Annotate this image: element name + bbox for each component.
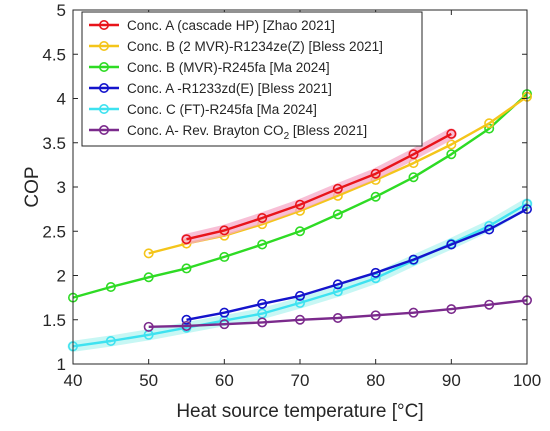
series-4-point [219, 307, 230, 318]
x-tick-label: 50 [139, 371, 158, 390]
series-4-point [370, 267, 381, 278]
series-6-point [370, 310, 381, 321]
y-tick-label: 4.5 [42, 45, 66, 64]
series-1-line [186, 132, 452, 241]
series-2-point [446, 139, 457, 150]
series-3-point [143, 272, 154, 283]
legend-item-3: Conc. B (MVR)-R245fa [Ma 2024] [89, 60, 330, 75]
y-tick-label: 1 [57, 355, 66, 374]
series-6-point [484, 299, 495, 310]
series-4 [181, 204, 532, 325]
legend-item-4: Conc. A -R1233zd(E) [Bless 2021] [89, 81, 332, 96]
y-tick-label: 3 [57, 178, 66, 197]
series-3-point [294, 226, 305, 237]
series-5-point [294, 297, 305, 308]
series-4-point [181, 314, 192, 325]
legend-marker [99, 40, 110, 51]
series-1-point [446, 128, 457, 139]
series-1-point [219, 225, 230, 236]
series-6-point [446, 304, 457, 315]
series-3-line [72, 93, 528, 299]
series-6-point [219, 319, 230, 330]
series-3-point [181, 263, 192, 274]
legend-marker [99, 83, 110, 94]
series-5-point [332, 286, 343, 297]
series-4-point [484, 224, 495, 235]
legend-item-6: Conc. A- Rev. Brayton CO2 [Bless 2021] [89, 123, 367, 142]
y-tick-label: 2.5 [42, 222, 66, 241]
series-1-point [294, 199, 305, 210]
series-4-point [408, 254, 419, 265]
legend-marker [99, 61, 110, 72]
series-3-point [370, 191, 381, 202]
legend-label: Conc. C (FT)-R245fa [Ma 2024] [127, 102, 317, 117]
series-1-point [370, 168, 381, 179]
series-1-point [332, 183, 343, 194]
series-3-point [219, 251, 230, 262]
series-6 [143, 295, 532, 332]
legend-label: Conc. A -R1233zd(E) [Bless 2021] [127, 81, 332, 96]
series-3-point [257, 239, 268, 250]
x-tick-label: 90 [442, 371, 461, 390]
series-2-point [484, 118, 495, 129]
series-4-point [332, 279, 343, 290]
legend-item-5: Conc. C (FT)-R245fa [Ma 2024] [89, 102, 317, 117]
series-6-point [181, 320, 192, 331]
series-1-point [257, 212, 268, 223]
y-axis-title: COP [22, 166, 43, 207]
series-1-point [408, 149, 419, 160]
legend-label: Conc. B (2 MVR)-R1234ze(Z) [Bless 2021] [127, 39, 383, 54]
y-tick-label: 4 [57, 90, 66, 109]
x-tick-label: 60 [215, 371, 234, 390]
series-6-point [143, 321, 154, 332]
series-3-point [332, 209, 343, 220]
y-tick-label: 2 [57, 267, 66, 286]
series-6-line [148, 299, 528, 328]
y-tick-label: 5 [57, 1, 66, 20]
series-1-point [181, 234, 192, 245]
series-4-point [294, 290, 305, 301]
series-6-point [294, 314, 305, 325]
series-4-line [186, 208, 528, 321]
series-3-point [408, 172, 419, 183]
legend-box [81, 11, 423, 147]
legend-marker [99, 125, 110, 136]
y-tick-label: 3.5 [42, 134, 66, 153]
series-3-point [446, 149, 457, 160]
series-6-point [257, 317, 268, 328]
x-axis-title: Heat source temperature [°C] [176, 401, 423, 422]
series-5-point [105, 335, 116, 346]
series-3-point [105, 282, 116, 293]
legend-label: Conc. A (cascade HP) [Zhao 2021] [127, 18, 335, 33]
series-marks [67, 89, 533, 352]
series-4-point [446, 239, 457, 250]
x-tick-label: 40 [64, 371, 83, 390]
series-6-point [332, 312, 343, 323]
series-6-point [408, 307, 419, 318]
series-2-point [143, 248, 154, 259]
axis-ticks: 40 50 60 70 80 90 100 1 1.5 2 2.5 3 3.5 4 4.5 5 [42, 1, 541, 390]
legend-label: Conc. B (MVR)-R245fa [Ma 2024] [127, 60, 330, 75]
legend-item-2: Conc. B (2 MVR)-R1234ze(Z) [Bless 2021] [89, 39, 383, 54]
x-tick-label: 100 [513, 371, 541, 390]
legend-item-1: Conc. A (cascade HP) [Zhao 2021] [89, 18, 335, 33]
legend-marker [99, 104, 110, 115]
x-tick-label: 80 [366, 371, 385, 390]
legend-label: Conc. A- Rev. Brayton CO2 [Bless 2021] [127, 123, 367, 142]
legend-marker [99, 19, 110, 30]
y-tick-label: 1.5 [42, 311, 66, 330]
series-1 [181, 128, 457, 245]
legend: Conc. A (cascade HP) [Zhao 2021] Conc. B … [81, 11, 423, 147]
x-tick-label: 70 [291, 371, 310, 390]
series-4-point [257, 298, 268, 309]
